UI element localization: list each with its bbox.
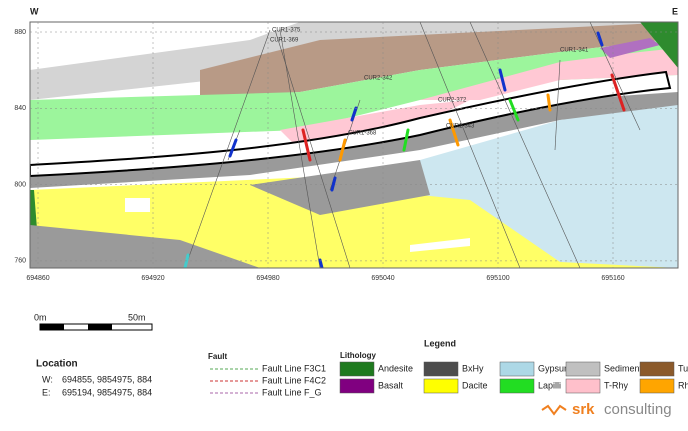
scale-start: 0m	[34, 312, 47, 322]
fault-list: Fault Line F3C1 Fault Line F4C2 Fault Line…	[210, 363, 326, 397]
axis-ticks: 694860 694920 694980 695040 695100 695160 880 8…	[14, 22, 678, 282]
legend-label: Andesite	[378, 363, 413, 373]
drillhole-label: CUR1-343	[446, 124, 475, 130]
location-key: E:	[42, 387, 51, 397]
legend-swatch	[339, 361, 375, 377]
legend-swatch	[565, 361, 601, 377]
drillhole-label: CUR2-342	[364, 76, 393, 82]
drillhole-label: CUR2-372	[438, 98, 467, 104]
fault-title: Fault	[208, 352, 227, 361]
legend-label: Gypsum	[538, 363, 572, 373]
legend-title: Legend	[424, 338, 456, 348]
legend-swatch	[499, 378, 535, 394]
scale-bar: 0m 50m	[34, 312, 153, 331]
legend: Andesite BxHy Gypsum Sediments Tuff Basalt Dac…	[339, 361, 688, 394]
legend-label: Sediments	[604, 363, 647, 373]
fault-label: Fault Line F4C2	[262, 375, 326, 385]
logo-suffix: consulting	[604, 401, 672, 418]
drillhole-label: CUR1-369	[270, 38, 299, 44]
location-key: W:	[42, 374, 53, 384]
fault-label: Fault Line F_G	[262, 387, 322, 397]
legend-label: Rhyolite	[678, 380, 688, 390]
x-tick-label: 695100	[486, 275, 509, 282]
x-tick-label: 695160	[601, 275, 624, 282]
legend-swatch	[423, 361, 459, 377]
x-tick-label: 694980	[256, 275, 279, 282]
logo-brand: srk	[572, 401, 595, 418]
plot-frame	[29, 21, 679, 269]
location-value: 695194, 9854975, 884	[62, 387, 152, 397]
legend-label: Basalt	[378, 380, 404, 390]
legend-subtitle: Lithology	[340, 351, 377, 360]
legend-swatch	[499, 361, 535, 377]
legend-swatch	[339, 378, 375, 394]
y-tick-label: 800	[14, 181, 26, 188]
fault-label: Fault Line F3C1	[262, 363, 326, 373]
west-label: W	[30, 6, 39, 16]
drillhole-label: CUR1-375	[272, 28, 301, 34]
legend-label: Lapilli	[538, 380, 561, 390]
legend-swatch	[565, 378, 601, 394]
drillhole-label: CUR1-341	[560, 48, 589, 54]
legend-label: BxHy	[462, 363, 484, 373]
legend-swatch	[423, 378, 459, 394]
x-tick-label: 695040	[371, 275, 394, 282]
scale-end: 50m	[128, 312, 146, 322]
legend-label: Tuff	[678, 363, 688, 373]
legend-label: T-Rhy	[604, 380, 629, 390]
location-value: 694855, 9854975, 884	[62, 374, 152, 384]
x-tick-label: 694860	[26, 275, 49, 282]
y-tick-label: 760	[14, 258, 26, 265]
geology	[30, 22, 678, 268]
legend-label: Dacite	[462, 380, 488, 390]
drillhole-labels: CUR1-375 CUR1-369 CUR2-342 CUR2-372 CUR1-368…	[270, 28, 589, 137]
east-label: E	[672, 6, 678, 16]
location-title: Location	[36, 359, 78, 370]
x-tick-label: 694920	[141, 275, 164, 282]
legend-swatch	[639, 361, 675, 377]
logo: srk consulting	[541, 401, 672, 418]
y-tick-label: 880	[14, 29, 26, 36]
legend-swatch	[639, 378, 675, 394]
y-tick-label: 840	[14, 105, 26, 112]
drillhole-label: CUR1-368	[348, 131, 377, 137]
